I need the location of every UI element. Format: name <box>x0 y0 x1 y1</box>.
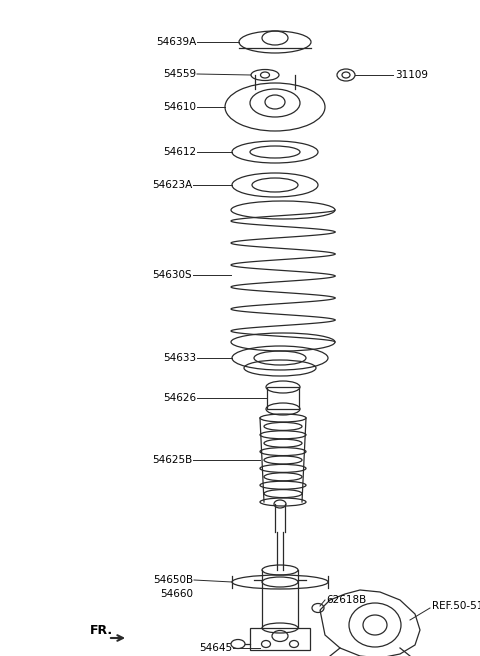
Text: 62618B: 62618B <box>326 595 366 605</box>
Bar <box>267 387 299 409</box>
Bar <box>250 628 310 650</box>
Text: 31109: 31109 <box>395 70 428 80</box>
Text: REF.50-517: REF.50-517 <box>432 601 480 611</box>
Text: 54626: 54626 <box>163 393 196 403</box>
Text: 54610: 54610 <box>163 102 196 112</box>
Text: 54623A: 54623A <box>152 180 192 190</box>
Text: 54625B: 54625B <box>152 455 192 465</box>
Text: FR.: FR. <box>90 623 113 636</box>
Text: 54650B: 54650B <box>153 575 193 585</box>
Text: 54633: 54633 <box>163 353 196 363</box>
Text: 54559: 54559 <box>163 69 196 79</box>
Text: 54645: 54645 <box>199 643 232 653</box>
Text: 54639A: 54639A <box>156 37 196 47</box>
Text: 54612: 54612 <box>163 147 196 157</box>
Text: 54660: 54660 <box>160 589 193 599</box>
Text: 54630S: 54630S <box>152 270 192 280</box>
